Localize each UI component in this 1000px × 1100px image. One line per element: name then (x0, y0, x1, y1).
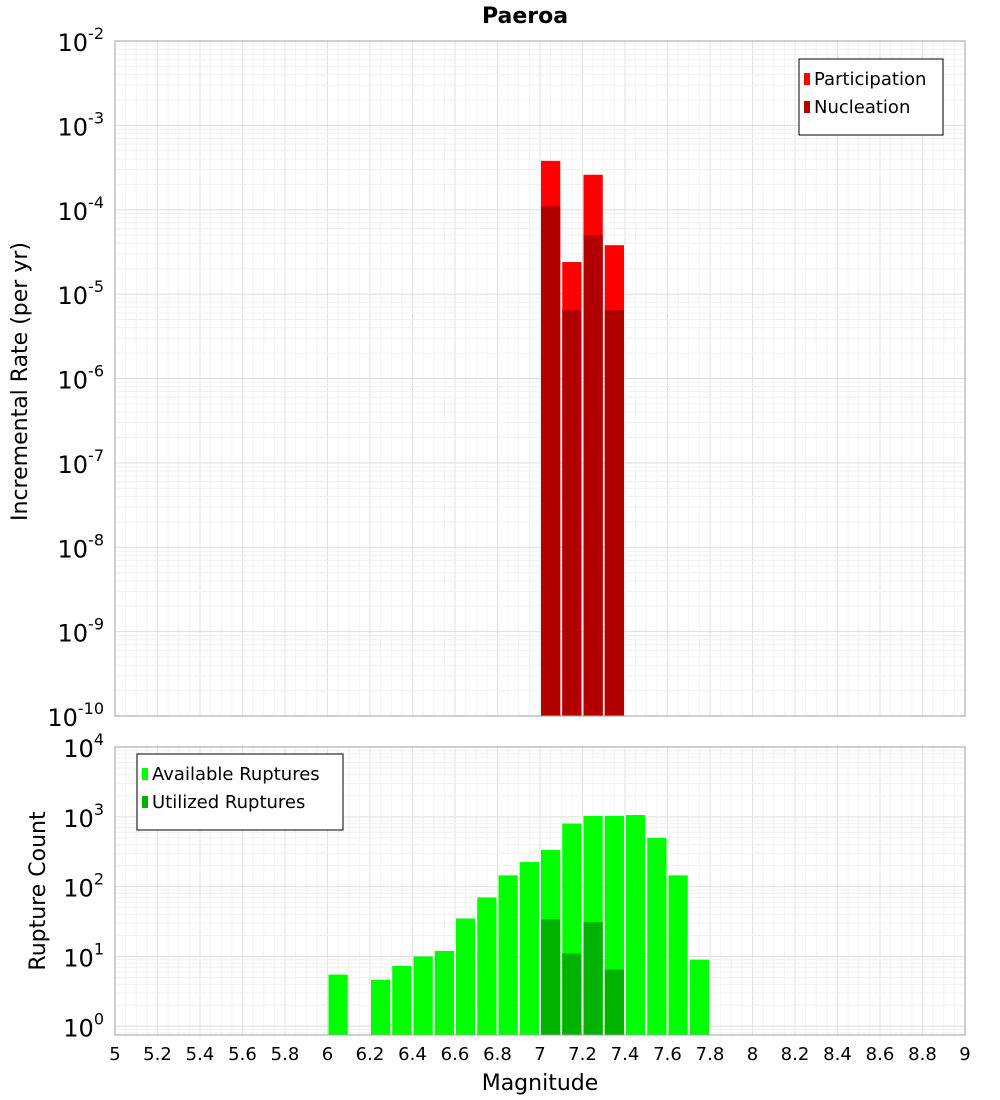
x-tick-label: 5.6 (228, 1044, 257, 1065)
chart-title: Paeroa (482, 4, 568, 29)
bottom-chart-bar (392, 966, 412, 1035)
bottom-chart-bar (519, 862, 539, 1035)
x-tick-label: 5.4 (186, 1044, 215, 1065)
bottom-y-axis-label: Rupture Count (26, 811, 51, 971)
top-panel-grid (114, 40, 966, 717)
x-tick-label: 7 (534, 1044, 545, 1065)
x-tick-label: 8 (747, 1044, 758, 1065)
bottom-chart-bar (456, 918, 476, 1035)
x-tick-label: 6.8 (483, 1044, 512, 1065)
bottom-chart-bar (562, 953, 582, 1035)
bottom-chart-series-1 (541, 919, 624, 1035)
bottom-y-tick-label: 100 (63, 1009, 104, 1042)
top-y-tick-label: 10-6 (58, 362, 105, 395)
x-tick-label: 7.8 (696, 1044, 725, 1065)
bottom-chart-bar (477, 897, 497, 1035)
bottom-y-tick-label: 102 (63, 870, 104, 903)
top-legend-label: Participation (814, 69, 926, 90)
top-plot-border (114, 40, 966, 717)
top-y-tick-label: 10-9 (58, 615, 105, 648)
top-legend-swatch (804, 101, 810, 113)
bottom-plot-border (114, 746, 966, 1036)
bottom-chart-bar (498, 875, 518, 1035)
bottom-chart-bar (668, 875, 688, 1035)
top-y-tick-label: 10-10 (47, 699, 104, 732)
bottom-chart-bar (647, 837, 667, 1035)
bottom-y-tick-label: 104 (63, 730, 104, 763)
bottom-chart-bar (604, 969, 624, 1035)
x-tick-label: 5 (109, 1044, 120, 1065)
top-y-tick-label: 10-5 (58, 277, 105, 310)
bottom-legend-box (136, 753, 344, 831)
top-y-tick-label: 10-7 (58, 446, 105, 479)
x-tick-label: 7.6 (653, 1044, 682, 1065)
top-y-tick-label: 10-2 (58, 24, 105, 57)
bottom-legend-label: Utilized Ruptures (152, 792, 305, 813)
bottom-legend: Available Ruptures Utilized Ruptures (136, 753, 344, 831)
x-tick-label: 7.2 (568, 1044, 597, 1065)
top-y-tick-label: 10-8 (58, 530, 105, 563)
bottom-legend-label: Available Ruptures (152, 764, 320, 785)
x-tick-label: 8.2 (781, 1044, 810, 1065)
x-axis-label: Magnitude (482, 1071, 599, 1096)
top-chart-bar (583, 235, 603, 716)
x-tick-label: 8.4 (823, 1044, 852, 1065)
top-chart-series-1 (541, 206, 624, 716)
x-tick-label: 6.2 (356, 1044, 385, 1065)
bottom-chart-bar (541, 919, 561, 1035)
x-tick-label: 6.6 (441, 1044, 470, 1065)
bottom-legend-swatch (142, 796, 148, 808)
top-legend-label: Nucleation (814, 97, 910, 118)
top-chart-bar (541, 206, 561, 716)
top-legend-swatch (804, 73, 810, 85)
x-tick-label: 5.2 (143, 1044, 172, 1065)
bottom-chart-bar (689, 959, 709, 1035)
top-y-tick-label: 10-3 (58, 108, 105, 141)
top-chart-bar (604, 309, 624, 716)
x-tick-label: 8.8 (908, 1044, 937, 1065)
x-tick-label: 8.6 (866, 1044, 895, 1065)
bottom-y-tick-label: 101 (63, 939, 104, 972)
bottom-chart-bar (371, 980, 391, 1035)
x-tick-label: 6.4 (398, 1044, 427, 1065)
top-y-axis-label: Incremental Rate (per yr) (8, 242, 33, 521)
bottom-chart-bar (626, 815, 646, 1035)
top-y-tick-label: 10-4 (58, 193, 105, 226)
bottom-y-tick-label: 103 (63, 800, 104, 833)
top-legend-box (798, 58, 944, 136)
x-tick-label: 6 (322, 1044, 333, 1065)
top-legend: Participation Nucleation (798, 58, 944, 136)
bottom-chart-bar (434, 950, 454, 1035)
x-tick-label: 9 (959, 1044, 970, 1065)
top-chart-bar (562, 309, 582, 716)
bottom-chart-bar (328, 974, 348, 1035)
x-tick-label: 7.4 (611, 1044, 640, 1065)
bottom-legend-swatch (142, 768, 148, 780)
bottom-chart-bar (413, 956, 433, 1035)
bottom-chart-bar (583, 922, 603, 1035)
x-tick-label: 5.8 (271, 1044, 300, 1065)
